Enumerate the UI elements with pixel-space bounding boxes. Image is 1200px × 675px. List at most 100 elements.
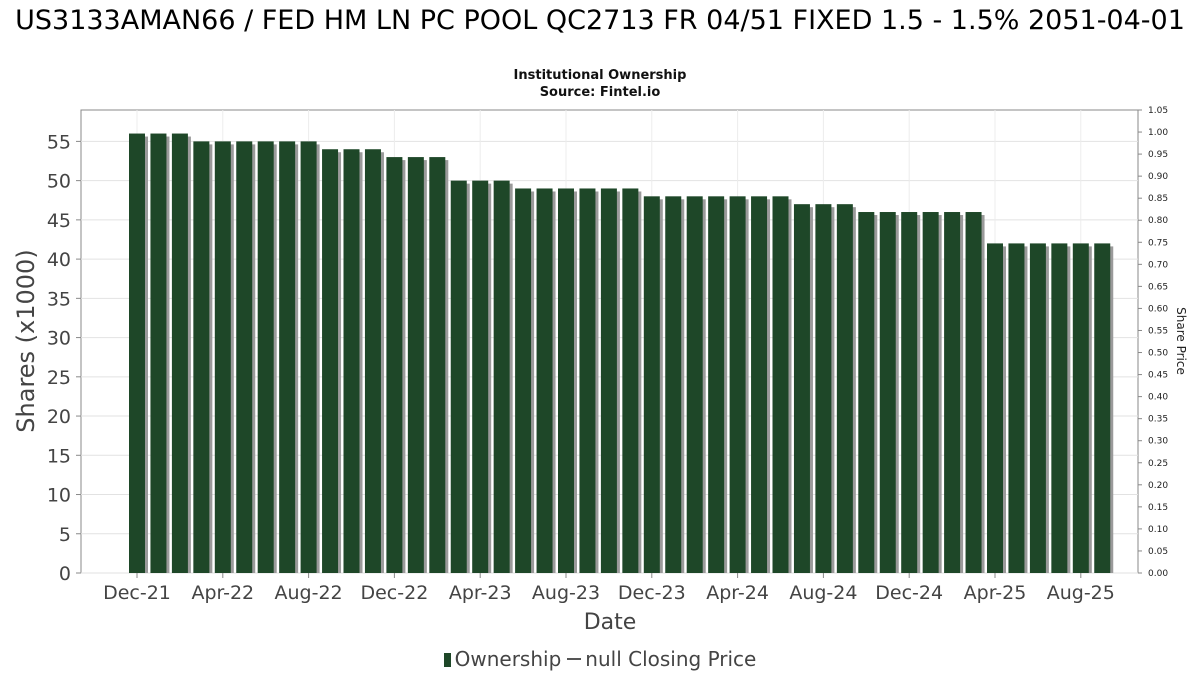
y-axis-right: 0.00 0.05 0.10 0.15 0.20 0.25 0.30 0.35 0.40 0.45… [1138,106,1168,579]
bar [386,157,403,573]
bar [300,141,317,573]
bar [257,141,274,573]
y2-tick-label: 0.35 [1148,415,1168,425]
chart-subtitle: Institutional Ownership [513,68,687,83]
y-tick-label: 50 [47,171,71,193]
bar [343,149,360,573]
bar [450,180,467,573]
bar [214,141,231,573]
bar [536,188,553,573]
y-tick-label: 0 [59,563,71,585]
y2-tick-label: 0.20 [1148,481,1168,491]
legend-swatch-price [567,658,582,660]
y2-tick-label: 1.05 [1148,106,1168,116]
bar [836,204,853,573]
bar [858,212,875,573]
bar [965,212,982,573]
y2-tick-label: 0.70 [1148,260,1168,270]
y2-tick-label: 0.05 [1148,547,1168,557]
bar [686,196,703,574]
x-axis-label: Date [584,610,637,635]
bar [1008,243,1025,573]
bar [558,188,574,573]
y-tick-label: 15 [47,445,71,467]
x-tick-label: Aug-23 [532,582,600,604]
bar [129,133,145,574]
bar [793,204,810,573]
y2-tick-label: 0.40 [1148,393,1168,403]
bars [129,133,1114,574]
bar [708,196,725,574]
x-tick-label: Apr-23 [449,582,512,604]
x-tick-label: Dec-22 [360,582,428,604]
x-tick-label: Aug-25 [1047,582,1115,604]
bar [407,157,424,573]
bar [429,157,446,573]
y-tick-label: 10 [47,485,71,507]
x-tick-label: Dec-21 [103,582,171,604]
bar [279,141,296,573]
y2-tick-label: 0.15 [1148,503,1168,513]
y-tick-label: 5 [59,524,71,546]
y2-tick-label: 0.85 [1148,194,1168,204]
y-axis-label: Shares (x1000) [12,249,40,432]
x-tick-label: Apr-25 [964,582,1027,604]
x-axis: Dec-21 Apr-22 Aug-22 Dec-22 Apr-23 Aug-23 Dec-… [103,573,1115,604]
bar [751,196,768,574]
bar [579,188,596,573]
bar [193,141,210,573]
bar [622,188,639,573]
bar [772,196,789,574]
legend-label-price: null Closing Price [585,647,757,671]
x-tick-label: Apr-24 [706,582,769,604]
legend-swatch-ownership [443,653,451,667]
legend: Ownership null Closing Price [0,647,1200,671]
y-tick-label: 45 [47,210,71,232]
x-tick-label: Apr-22 [191,582,254,604]
bar [729,196,746,574]
x-tick-label: Aug-24 [789,582,857,604]
bar [1094,243,1111,573]
y2-tick-label: 0.60 [1148,304,1168,314]
y2-tick-label: 0.10 [1148,525,1168,535]
y2-tick-label: 0.30 [1148,437,1168,447]
bar [600,188,617,573]
bar [944,212,961,573]
y-axis-left: 0 5 10 15 20 25 30 35 40 45 50 55 [47,131,81,585]
legend-label-ownership: Ownership [454,647,562,671]
y2-tick-label: 0.55 [1148,326,1168,336]
bar [1029,243,1046,573]
bar [1072,243,1089,573]
bar [815,204,832,573]
y2-tick-label: 1.00 [1148,128,1168,138]
x-tick-label: Dec-24 [875,582,943,604]
y2-tick-label: 0.90 [1148,172,1168,182]
bar [171,133,188,574]
y2-tick-label: 0.00 [1148,569,1168,579]
bar [493,180,510,573]
bar [515,188,532,573]
y2-tick-label: 0.50 [1148,349,1168,359]
bar [987,243,1003,573]
bar [364,149,381,573]
y2-tick-label: 0.45 [1148,371,1168,381]
bar [150,133,167,574]
bar [1051,243,1068,573]
bar [236,141,253,573]
y-tick-label: 30 [47,328,71,350]
y-tick-label: 35 [47,288,71,310]
bar [322,149,339,573]
x-tick-label: Dec-23 [618,582,686,604]
bar [665,196,682,574]
bar [879,212,896,573]
y-tick-label: 40 [47,249,71,271]
bar [922,212,939,573]
y-tick-label: 55 [47,131,71,153]
y2-tick-label: 0.65 [1148,282,1168,292]
x-tick-label: Aug-22 [275,582,343,604]
y2-tick-label: 0.95 [1148,150,1168,160]
chart-title: US3133AMAN66 / FED HM LN PC POOL QC2713 … [15,5,1185,36]
bar [643,196,660,574]
y2-axis-label: Share Price [1174,307,1188,375]
